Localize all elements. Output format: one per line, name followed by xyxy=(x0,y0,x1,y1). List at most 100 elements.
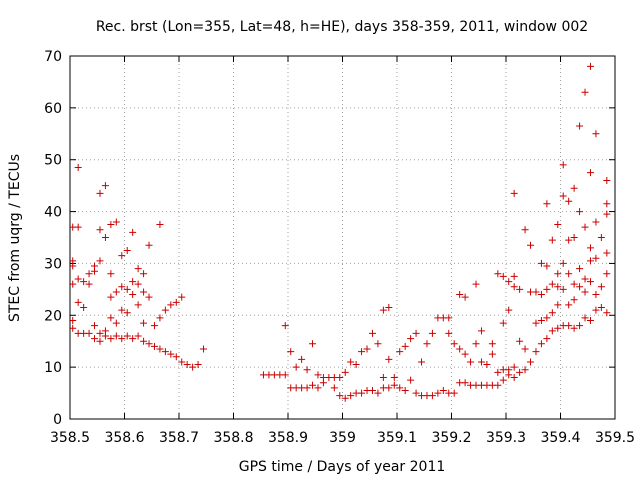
data-point xyxy=(123,309,131,317)
data-point xyxy=(477,358,485,366)
data-point xyxy=(494,381,502,389)
data-point xyxy=(303,366,311,374)
data-point xyxy=(516,368,524,376)
data-point xyxy=(592,291,600,299)
data-point xyxy=(281,371,289,379)
data-point xyxy=(570,184,578,192)
y-axis-label: STEC from uqrg / TECUs xyxy=(7,154,23,322)
data-point xyxy=(341,394,349,402)
data-point xyxy=(118,335,126,343)
data-point xyxy=(129,335,137,343)
data-point xyxy=(390,374,398,382)
data-point xyxy=(183,361,191,369)
data-point xyxy=(461,293,469,301)
x-tick-label: 359.1 xyxy=(377,430,417,446)
data-point xyxy=(74,163,82,171)
data-point xyxy=(69,257,77,265)
data-point xyxy=(499,319,507,327)
data-point xyxy=(101,182,109,190)
data-point xyxy=(472,340,480,348)
data-point xyxy=(456,345,464,353)
data-point xyxy=(586,257,594,265)
data-point xyxy=(80,278,88,286)
data-point xyxy=(527,241,535,249)
data-point xyxy=(581,288,589,296)
data-point xyxy=(543,285,551,293)
data-point xyxy=(576,208,584,216)
data-point xyxy=(374,340,382,348)
data-point xyxy=(85,329,93,337)
data-point xyxy=(543,200,551,208)
data-point xyxy=(150,322,158,330)
data-point xyxy=(118,252,126,260)
data-point xyxy=(516,337,524,345)
data-point xyxy=(510,189,518,197)
data-point xyxy=(554,324,562,332)
data-point xyxy=(565,270,573,278)
data-point xyxy=(428,329,436,337)
data-point xyxy=(129,291,137,299)
grid-lines xyxy=(70,56,615,419)
data-point xyxy=(101,327,109,335)
data-point xyxy=(488,340,496,348)
y-tick-label: 10 xyxy=(44,360,62,376)
data-point xyxy=(156,314,164,322)
data-point xyxy=(368,329,376,337)
data-point xyxy=(603,249,611,257)
data-point xyxy=(559,259,567,267)
x-tick-label: 359.2 xyxy=(431,430,471,446)
data-point xyxy=(303,384,311,392)
data-point xyxy=(499,376,507,384)
data-point xyxy=(510,374,518,382)
x-tick-label: 359.4 xyxy=(540,430,580,446)
data-point xyxy=(161,306,169,314)
data-point xyxy=(505,278,513,286)
data-point xyxy=(107,293,115,301)
data-point xyxy=(532,288,540,296)
data-point xyxy=(521,345,529,353)
data-point xyxy=(172,353,180,361)
data-point xyxy=(167,350,175,358)
data-point xyxy=(548,280,556,288)
data-point xyxy=(287,348,295,356)
data-point xyxy=(576,122,584,130)
data-point xyxy=(521,366,529,374)
data-point xyxy=(586,316,594,324)
data-point xyxy=(581,275,589,283)
data-point xyxy=(140,270,148,278)
data-point xyxy=(603,270,611,278)
data-point xyxy=(434,389,442,397)
data-point xyxy=(341,368,349,376)
data-point xyxy=(586,278,594,286)
data-point xyxy=(521,226,529,234)
data-point xyxy=(597,283,605,291)
data-point xyxy=(554,283,562,291)
data-point xyxy=(565,236,573,244)
data-point xyxy=(603,200,611,208)
data-point xyxy=(352,361,360,369)
data-point xyxy=(385,355,393,363)
data-point xyxy=(527,358,535,366)
data-point xyxy=(565,322,573,330)
x-tick-label: 359 xyxy=(329,430,356,446)
data-point xyxy=(336,374,344,382)
x-tick-label: 358.7 xyxy=(159,430,199,446)
data-point xyxy=(532,348,540,356)
data-point xyxy=(140,337,148,345)
data-point xyxy=(461,350,469,358)
data-point xyxy=(156,345,164,353)
data-point xyxy=(200,345,208,353)
data-point xyxy=(586,169,594,177)
data-point xyxy=(559,161,567,169)
data-point xyxy=(570,296,578,304)
data-point xyxy=(418,358,426,366)
data-point xyxy=(603,176,611,184)
data-point xyxy=(129,228,137,236)
x-tick-label: 359.3 xyxy=(486,430,526,446)
data-point xyxy=(347,358,355,366)
data-point xyxy=(592,218,600,226)
data-point xyxy=(69,280,77,288)
data-point xyxy=(532,319,540,327)
